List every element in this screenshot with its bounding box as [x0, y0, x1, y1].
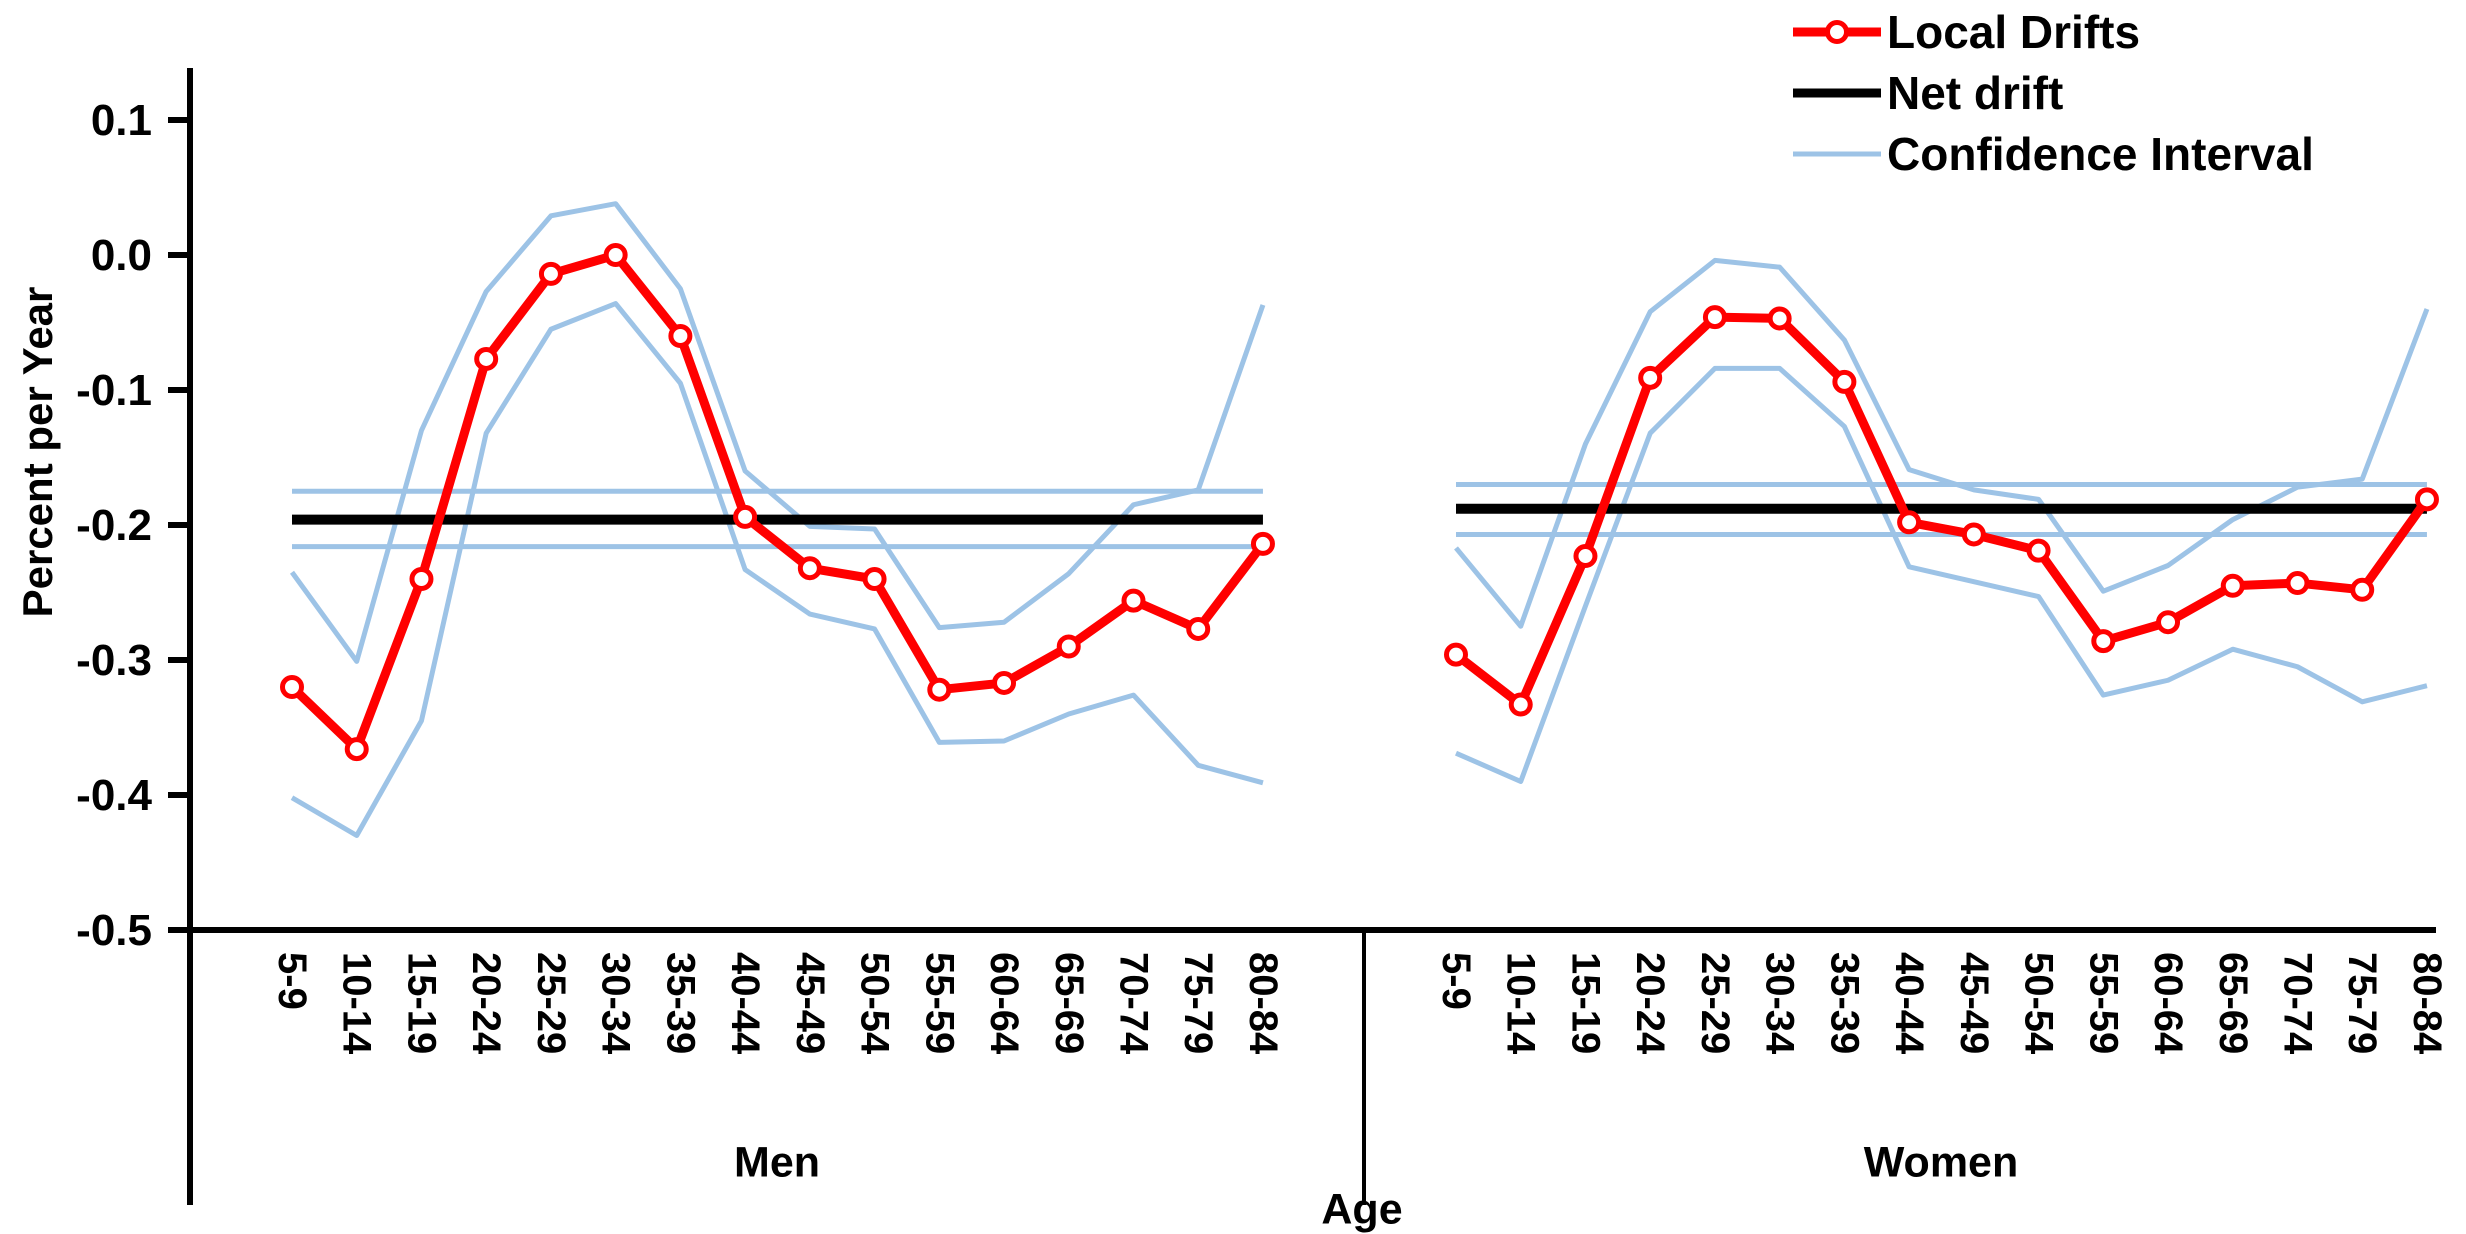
- women-local-drifts-marker-75-79: [2350, 577, 2375, 602]
- confidence-interval-swatch-icon: [1793, 128, 1881, 180]
- men-local-drifts-marker-15-19: [409, 567, 434, 591]
- women-local-drifts-line: [1451, 312, 2432, 710]
- x-tick-label-women: 70-74: [2275, 952, 2319, 1055]
- x-tick-label-women: 25-29: [1693, 952, 1737, 1054]
- men-local-drifts-marker-35-39: [668, 324, 693, 348]
- x-axis-title: Age: [1321, 1185, 1403, 1234]
- x-tick-label-women: 60-64: [2146, 952, 2190, 1055]
- x-tick-label-men: 5-9: [270, 952, 314, 1010]
- x-tick-label-men: 30-34: [594, 952, 638, 1055]
- women-ci-lower-line: [1454, 365, 2428, 784]
- women-local-drifts-marker-40-44: [1897, 510, 1922, 535]
- x-tick-label-women: 15-19: [1563, 952, 1607, 1054]
- legend-label: Confidence Interval: [1887, 128, 2314, 180]
- x-tick-label-men: 35-39: [658, 952, 702, 1054]
- legend: Local Drifts Net drift Confidence Interv…: [1793, 6, 2314, 180]
- x-tick-label-women: 40-44: [1887, 952, 1931, 1055]
- x-tick-label-women: 35-39: [1822, 952, 1866, 1054]
- legend-label: Local Drifts: [1887, 6, 2141, 58]
- local-drifts-swatch-icon: [1793, 6, 1881, 58]
- x-tick-label-men: 25-29: [529, 952, 573, 1054]
- x-tick-label-men: 50-54: [853, 952, 897, 1055]
- x-tick-label-men: 40-44: [723, 952, 767, 1055]
- y-tick-label: -0.3: [76, 636, 152, 685]
- y-tick-label: -0.1: [76, 366, 152, 415]
- y-tick-label: -0.4: [76, 771, 152, 820]
- legend-item-confidence-interval: Confidence Interval: [1793, 128, 2314, 180]
- x-tick-label-women: 50-54: [2017, 952, 2061, 1055]
- women-local-drifts-marker-10-14: [1508, 692, 1533, 717]
- men-local-drifts-marker-10-14: [344, 737, 369, 762]
- x-tick-label-men: 80-84: [1241, 952, 1285, 1055]
- x-tick-label-women: 45-49: [1952, 952, 1996, 1054]
- men-local-drifts-marker-60-64: [992, 670, 1017, 695]
- x-tick-label-men: 15-19: [399, 952, 443, 1054]
- x-tick-label-men: 20-24: [464, 952, 508, 1055]
- men-ci-upper-line: [289, 201, 1266, 664]
- men-local-drifts-marker-80-84: [1250, 531, 1275, 556]
- legend-label: Net drift: [1887, 67, 2064, 119]
- x-tick-label-women: 20-24: [1628, 952, 1672, 1055]
- legend-item-local-drifts: Local Drifts: [1793, 6, 2314, 58]
- men-local-drifts-marker-40-44: [733, 504, 758, 529]
- women-local-drifts-marker-30-34: [1767, 306, 1792, 331]
- x-tick-label-men: 55-59: [917, 952, 961, 1054]
- men-local-drifts-marker-5-9: [280, 675, 304, 699]
- women-local-drifts-marker-5-9: [1444, 642, 1468, 667]
- y-axis-title: Percent per Year: [14, 286, 61, 618]
- women-local-drifts-marker-65-69: [2220, 573, 2245, 598]
- men-local-drifts-marker-45-49: [797, 556, 822, 581]
- men-local-drifts-marker-70-74: [1121, 588, 1146, 613]
- men-local-drifts-marker-50-54: [862, 567, 887, 591]
- x-tick-label-women: 75-79: [2340, 952, 2384, 1054]
- women-ci-upper-line: [1454, 257, 2430, 629]
- x-tick-label-men: 75-79: [1176, 952, 1220, 1054]
- x-tick-label-women: 55-59: [2081, 952, 2125, 1054]
- y-tick-label: 0.0: [91, 231, 152, 280]
- women-local-drifts-marker-35-39: [1832, 369, 1857, 394]
- x-tick-label-men: 10-14: [335, 952, 379, 1055]
- men-local-drifts-marker-30-34: [603, 243, 628, 267]
- men-local-drifts-marker-25-29: [538, 261, 563, 286]
- y-tick-label: -0.2: [76, 501, 152, 550]
- women-local-drifts-marker-15-19: [1573, 544, 1598, 569]
- panel-label-women: Women: [1863, 1138, 2019, 1187]
- women-local-drifts-marker-55-59: [2091, 629, 2116, 654]
- women-local-drifts-marker-60-64: [2156, 610, 2181, 635]
- x-tick-label-women: 65-69: [2211, 952, 2255, 1054]
- x-tick-label-men: 45-49: [788, 952, 832, 1054]
- women-local-drifts-marker-80-84: [2414, 487, 2439, 512]
- x-tick-label-men: 65-69: [1047, 952, 1091, 1054]
- women-local-drifts-marker-45-49: [1961, 522, 1986, 547]
- x-tick-label-men: 60-64: [982, 952, 1026, 1055]
- men-local-drifts-line: [287, 250, 1268, 754]
- men-ci-lower-line: [290, 301, 1264, 838]
- women-local-drifts-marker-20-24: [1638, 365, 1663, 390]
- women-local-drifts-marker-70-74: [2285, 571, 2310, 596]
- x-tick-label-men: 70-74: [1111, 952, 1155, 1055]
- men-local-drifts-marker-20-24: [474, 346, 499, 371]
- x-tick-label-women: 30-34: [1758, 952, 1802, 1055]
- men-local-drifts-marker-55-59: [927, 677, 952, 702]
- women-local-drifts-marker-25-29: [1702, 305, 1727, 330]
- men-local-drifts-marker-65-69: [1056, 634, 1081, 659]
- y-tick-label: -0.5: [76, 906, 152, 955]
- x-tick-label-women: 10-14: [1499, 952, 1543, 1055]
- women-local-drifts-marker-50-54: [2026, 538, 2051, 563]
- legend-item-net-drift: Net drift: [1793, 67, 2314, 119]
- x-tick-label-women: 5-9: [1434, 952, 1478, 1010]
- x-tick-label-women: 80-84: [2405, 952, 2449, 1055]
- y-tick-label: 0.1: [91, 96, 152, 145]
- panel-label-men: Men: [734, 1138, 820, 1187]
- net-drift-swatch-icon: [1793, 67, 1881, 119]
- men-local-drifts-marker-75-79: [1186, 616, 1211, 641]
